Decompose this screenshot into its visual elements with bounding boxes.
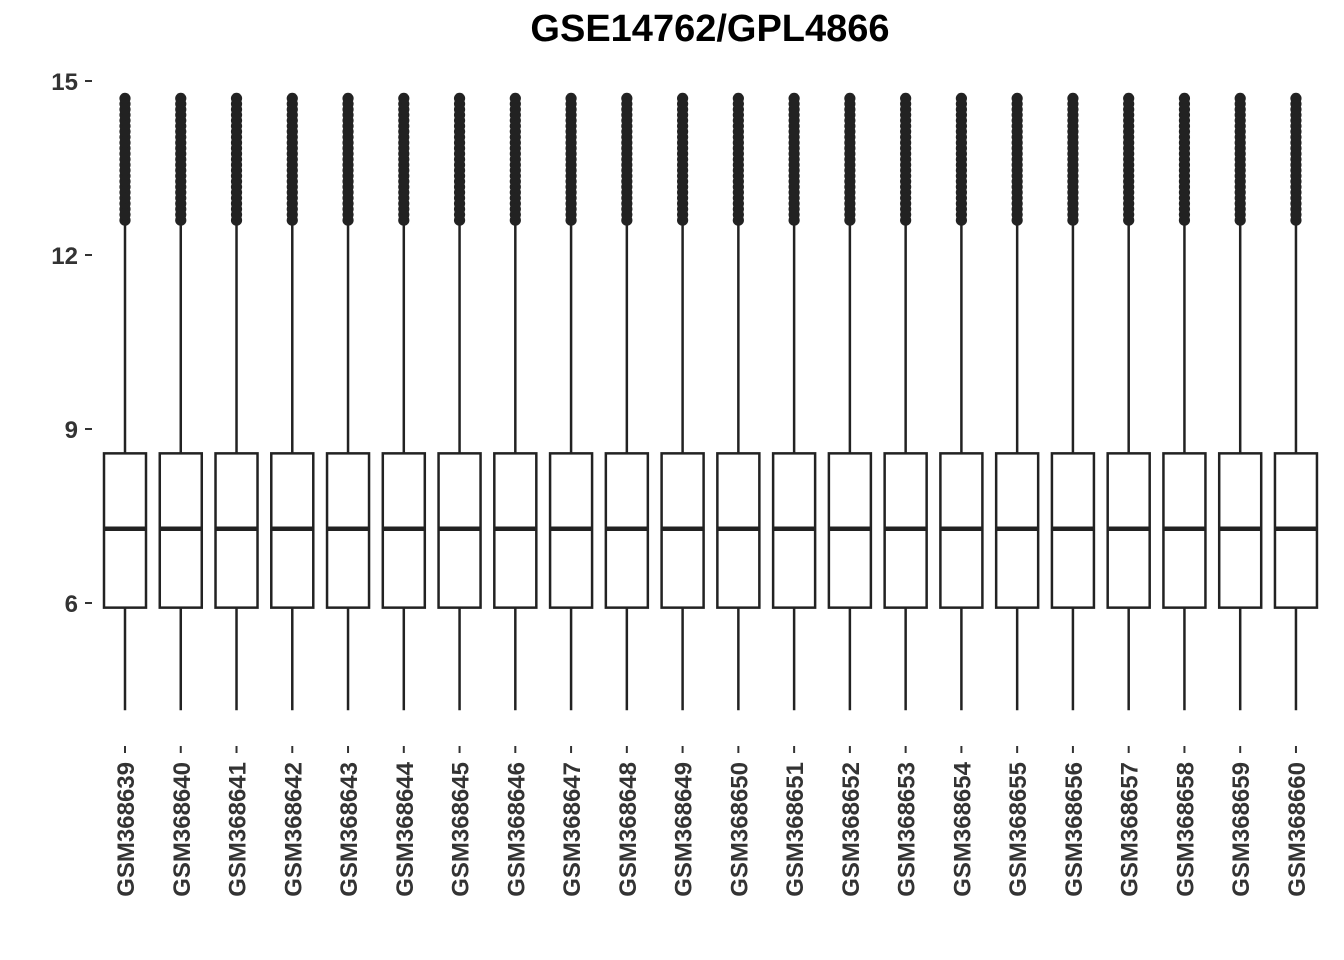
outlier-point (342, 92, 354, 104)
y-tick-label: 15 (51, 69, 78, 96)
x-tick-label: GSM368642 (280, 762, 307, 897)
outlier-point (398, 92, 410, 104)
x-tick-label: GSM368646 (503, 762, 530, 897)
x-tick-label: GSM368660 (1284, 762, 1311, 897)
outlier-point (1011, 92, 1023, 104)
outlier-point (900, 92, 912, 104)
chart-title: GSE14762/GPL4866 (530, 8, 890, 50)
x-tick-label: GSM368649 (671, 762, 698, 897)
outlier-point (565, 92, 577, 104)
x-tick-label: GSM368651 (782, 762, 809, 897)
outlier-point (844, 92, 856, 104)
y-tick-label: 12 (51, 243, 78, 270)
outlier-point (1234, 92, 1246, 104)
outlier-point (732, 92, 744, 104)
outlier-point (955, 92, 968, 104)
outlier-point (509, 92, 521, 104)
outlier-point (1067, 92, 1079, 104)
y-tick-label: 6 (65, 591, 78, 618)
outlier-point (1123, 92, 1135, 104)
x-tick-label: GSM368652 (838, 762, 865, 897)
outlier-point (1290, 92, 1302, 104)
x-tick-label: GSM368648 (615, 762, 642, 897)
x-tick-label: GSM368641 (225, 762, 252, 897)
x-tick-label: GSM368650 (726, 762, 753, 897)
outlier-point (677, 92, 689, 104)
y-tick-label: 9 (65, 417, 78, 444)
x-tick-label: GSM368658 (1172, 762, 1199, 897)
x-tick-label: GSM368655 (1005, 762, 1032, 897)
x-tick-label: GSM368644 (392, 761, 419, 896)
x-tick-label: GSM368657 (1117, 762, 1144, 897)
x-tick-label: GSM368654 (949, 761, 976, 896)
outlier-point (119, 92, 131, 104)
outlier-point (1178, 92, 1191, 104)
x-tick-label: GSM368659 (1228, 762, 1255, 897)
outlier-point (453, 92, 466, 104)
x-tick-label: GSM368640 (169, 762, 196, 897)
x-tick-label: GSM368653 (894, 762, 921, 897)
outlier-point (230, 92, 243, 104)
x-tick-label: GSM368639 (113, 762, 140, 897)
outlier-point (175, 92, 187, 104)
x-tick-label: GSM368647 (559, 762, 586, 897)
outlier-point (788, 92, 800, 104)
x-tick-label: GSM368645 (448, 762, 475, 897)
outlier-point (621, 92, 633, 104)
x-tick-label: GSM368656 (1061, 762, 1088, 897)
x-tick-label: GSM368643 (336, 762, 363, 897)
outlier-point (286, 92, 298, 104)
